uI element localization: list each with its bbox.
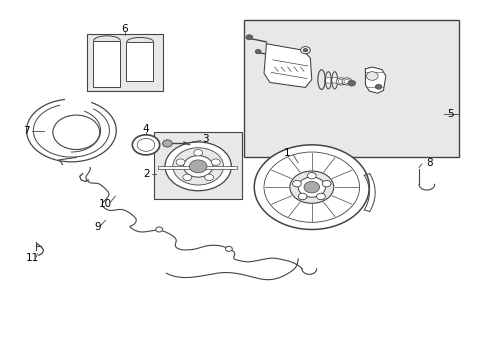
Circle shape bbox=[304, 181, 319, 193]
Circle shape bbox=[211, 159, 220, 165]
Text: 6: 6 bbox=[122, 24, 128, 35]
Circle shape bbox=[245, 35, 252, 40]
Text: 1: 1 bbox=[284, 148, 290, 158]
Text: 10: 10 bbox=[99, 199, 112, 210]
Circle shape bbox=[298, 193, 306, 200]
Bar bbox=[126, 42, 153, 81]
Bar bbox=[87, 35, 163, 91]
Circle shape bbox=[316, 193, 325, 200]
Circle shape bbox=[264, 152, 359, 222]
Circle shape bbox=[330, 77, 338, 83]
Text: 11: 11 bbox=[26, 253, 39, 263]
Circle shape bbox=[300, 46, 310, 54]
Text: 7: 7 bbox=[22, 126, 29, 135]
Text: 9: 9 bbox=[94, 222, 101, 232]
Circle shape bbox=[183, 156, 212, 177]
Circle shape bbox=[254, 145, 368, 229]
Bar bbox=[158, 166, 236, 169]
Circle shape bbox=[307, 172, 316, 179]
Text: 5: 5 bbox=[446, 109, 452, 119]
Circle shape bbox=[53, 115, 100, 149]
Circle shape bbox=[172, 148, 223, 185]
Circle shape bbox=[225, 246, 232, 251]
Circle shape bbox=[204, 174, 213, 181]
Circle shape bbox=[132, 135, 159, 155]
Circle shape bbox=[183, 174, 191, 181]
Circle shape bbox=[366, 72, 377, 80]
Bar bbox=[154, 132, 242, 199]
Circle shape bbox=[189, 160, 206, 173]
Circle shape bbox=[303, 48, 307, 52]
Bar bbox=[93, 41, 120, 87]
Circle shape bbox=[374, 84, 381, 89]
Circle shape bbox=[156, 227, 162, 232]
Circle shape bbox=[347, 80, 355, 86]
Bar bbox=[244, 21, 458, 157]
Circle shape bbox=[298, 177, 325, 197]
Circle shape bbox=[164, 142, 231, 191]
Circle shape bbox=[193, 149, 202, 156]
Text: 3: 3 bbox=[202, 134, 208, 144]
Circle shape bbox=[176, 159, 184, 165]
Circle shape bbox=[255, 49, 261, 54]
Text: 2: 2 bbox=[143, 168, 150, 179]
Text: 4: 4 bbox=[142, 124, 149, 134]
Circle shape bbox=[324, 77, 331, 83]
Circle shape bbox=[335, 78, 345, 85]
Circle shape bbox=[292, 180, 301, 187]
Circle shape bbox=[322, 180, 330, 187]
Polygon shape bbox=[264, 44, 311, 87]
Polygon shape bbox=[365, 67, 385, 93]
Circle shape bbox=[162, 140, 172, 147]
Circle shape bbox=[289, 171, 333, 203]
Circle shape bbox=[341, 78, 351, 85]
Text: 8: 8 bbox=[425, 158, 431, 168]
